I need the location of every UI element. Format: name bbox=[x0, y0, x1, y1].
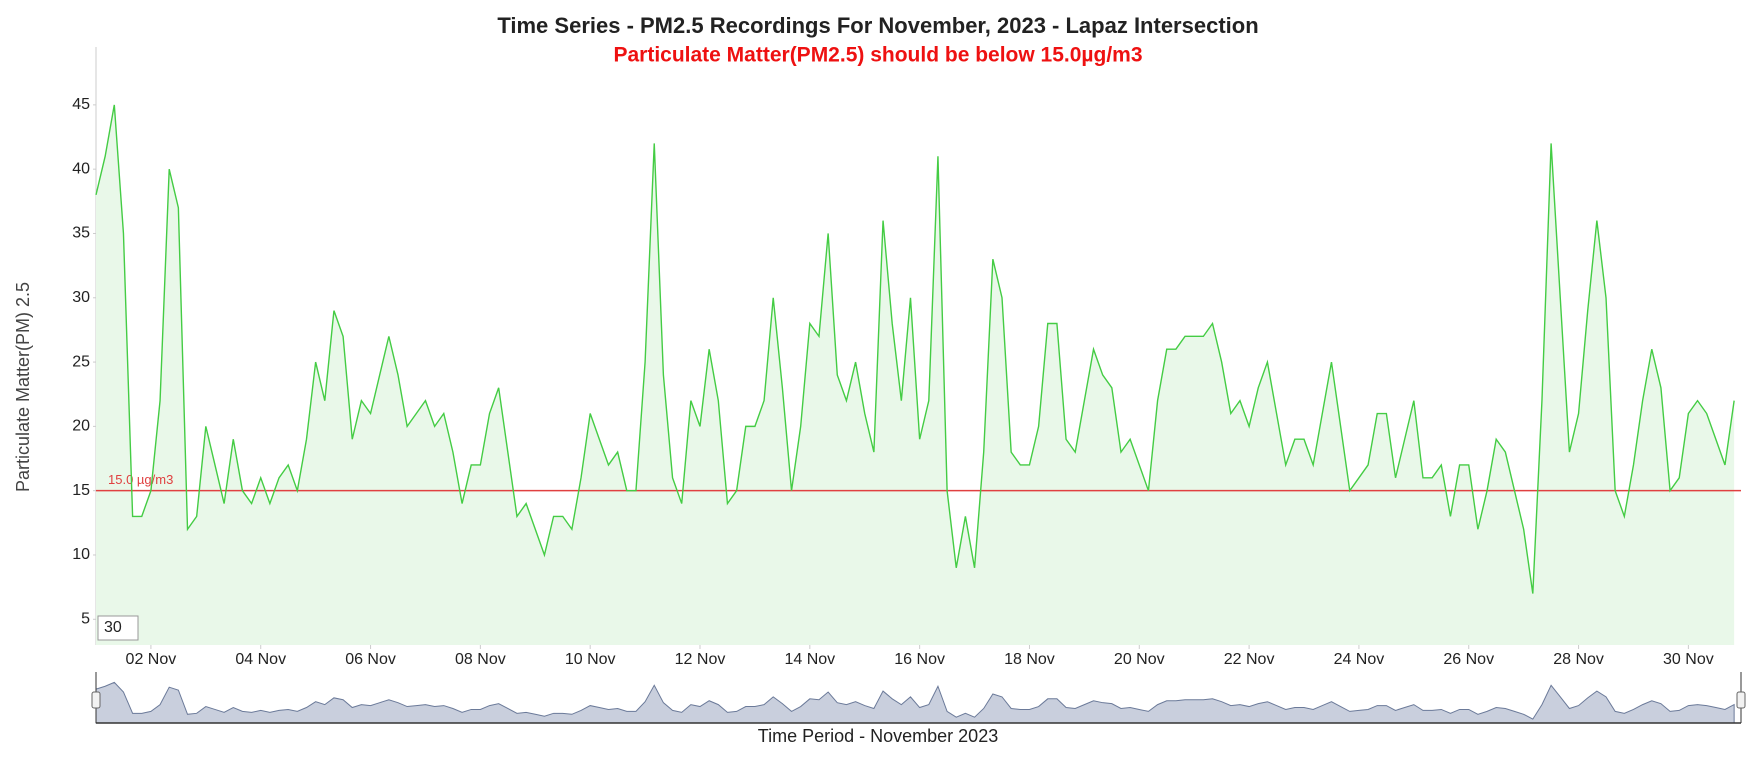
x-tick-label: 14 Nov bbox=[784, 651, 835, 668]
x-tick-label: 26 Nov bbox=[1443, 651, 1494, 668]
x-tick-label: 02 Nov bbox=[126, 651, 177, 668]
x-tick-label: 28 Nov bbox=[1553, 651, 1604, 668]
x-tick-label: 20 Nov bbox=[1114, 651, 1165, 668]
x-tick-label: 04 Nov bbox=[235, 651, 286, 668]
data-line bbox=[95, 104, 1735, 594]
y-tick-label: 45 bbox=[72, 96, 90, 113]
y-tick-label: 15 bbox=[72, 482, 90, 499]
x-tick-label: 06 Nov bbox=[345, 651, 396, 668]
threshold-label: 15.0 µg/m3 bbox=[108, 472, 173, 487]
x-axis-title: Time Period - November 2023 bbox=[758, 726, 998, 746]
y-tick-label: 10 bbox=[72, 546, 90, 563]
y-tick-label: 25 bbox=[72, 353, 90, 370]
chart-subtitle: Particulate Matter(PM2.5) should be belo… bbox=[613, 44, 1142, 67]
x-tick-label: 22 Nov bbox=[1224, 651, 1275, 668]
y-tick-label: 5 bbox=[81, 610, 90, 627]
x-tick-label: 24 Nov bbox=[1334, 651, 1385, 668]
y-axis-title: Particulate Matter(PM) 2.5 bbox=[13, 282, 33, 492]
y-tick-label: 30 bbox=[72, 289, 90, 306]
chart-title: Time Series - PM2.5 Recordings For Novem… bbox=[497, 13, 1258, 38]
x-tick-label: 16 Nov bbox=[894, 651, 945, 668]
navigator-handle[interactable] bbox=[1736, 691, 1746, 709]
range-input-box[interactable] bbox=[97, 615, 139, 641]
x-tick-label: 08 Nov bbox=[455, 651, 506, 668]
navigator-area bbox=[95, 681, 1735, 724]
x-tick-label: 30 Nov bbox=[1663, 651, 1714, 668]
x-tick-label: 10 Nov bbox=[565, 651, 616, 668]
y-tick-label: 40 bbox=[72, 160, 90, 177]
y-tick-label: 20 bbox=[72, 418, 90, 435]
x-tick-label: 12 Nov bbox=[675, 651, 726, 668]
y-tick-label: 35 bbox=[72, 225, 90, 242]
navigator-handle[interactable] bbox=[91, 691, 101, 709]
x-tick-label: 18 Nov bbox=[1004, 651, 1055, 668]
range-input-value: 30 bbox=[104, 619, 122, 636]
